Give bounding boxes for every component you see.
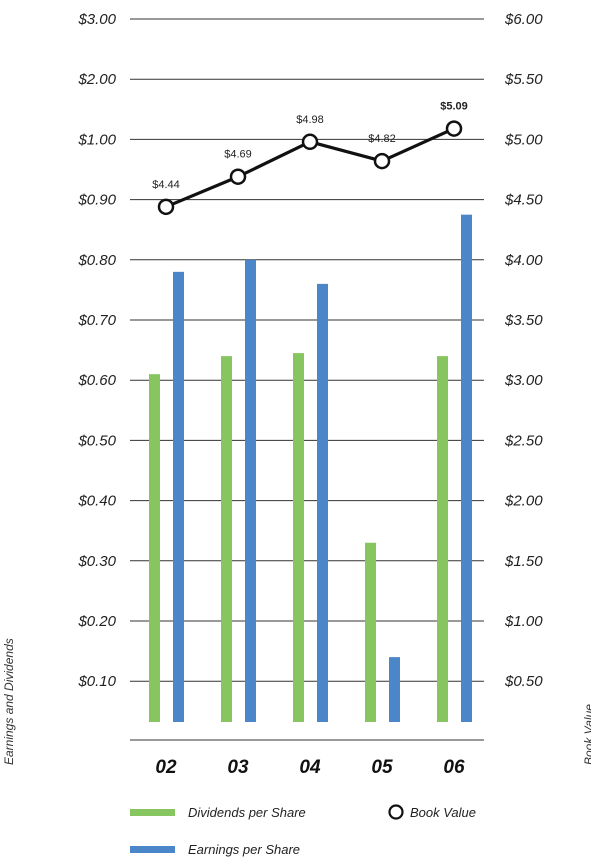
book-value-point: [373, 152, 391, 170]
earnings-bar: [317, 283, 328, 722]
left-tick-label: $0.50: [77, 432, 116, 449]
category-label: 03: [227, 757, 249, 778]
x-axis-categories: 02 03 04 05 06: [155, 757, 465, 778]
left-tick-label: $0.90: [77, 192, 116, 209]
right-tick-label: $4.00: [504, 252, 543, 269]
right-axis-label: Book Value: [582, 704, 591, 765]
category-label: 06: [443, 757, 465, 778]
left-tick-label: $0.40: [77, 493, 116, 510]
book-value-point: [229, 168, 247, 185]
category-label: 04: [299, 757, 321, 778]
book-value-point: [301, 133, 319, 151]
right-tick-label: $5.00: [504, 131, 543, 148]
dividend-bar: [293, 353, 304, 722]
legend-earnings-label: Earnings per Share: [188, 842, 300, 857]
left-tick-label: $1.00: [77, 131, 116, 148]
earnings-bar: [461, 214, 472, 722]
left-tick-label: $0.70: [77, 312, 116, 329]
left-tick-label: $3.00: [77, 11, 116, 28]
book-value-data-label: $4.69: [224, 149, 252, 161]
earnings-bar: [173, 271, 184, 722]
left-tick-label: $0.80: [77, 252, 116, 269]
right-tick-label: $4.50: [504, 192, 543, 209]
book-value-point: [445, 120, 463, 137]
category-label: 05: [371, 757, 393, 778]
gridlines: [130, 18, 484, 741]
right-tick-label: $6.00: [504, 11, 543, 28]
legend-earnings-swatch: [130, 846, 175, 853]
right-tick-label: $5.50: [504, 71, 543, 88]
book-value-data-label: $5.09: [440, 101, 468, 113]
bars: [149, 214, 472, 722]
left-axis-ticks: $3.00 $2.00 $1.00 $0.90 $0.80 $0.70 $0.60 $0.50…: [77, 11, 116, 690]
legend-dividends-label: Dividends per Share: [188, 805, 306, 820]
book-value-point: [157, 198, 175, 216]
earnings-bar: [389, 657, 400, 722]
left-tick-label: $2.00: [77, 71, 116, 88]
right-tick-label: $0.50: [504, 673, 543, 690]
category-label: 02: [155, 757, 177, 778]
book-value-data-label: $4.82: [368, 133, 396, 145]
legend-dividends-swatch: [130, 809, 175, 816]
earnings-bar: [245, 259, 256, 722]
left-tick-label: $0.30: [77, 553, 116, 570]
right-tick-label: $3.00: [504, 372, 543, 389]
book-value-line: $4.44 $4.69 $4.98 $4.82 $5.09: [152, 101, 468, 216]
left-tick-label: $0.10: [77, 673, 116, 690]
dividend-bar: [149, 374, 160, 722]
book-value-data-label: $4.44: [152, 179, 180, 191]
dividend-bar: [221, 356, 232, 722]
left-tick-label: $0.20: [77, 613, 116, 630]
dividend-bar: [365, 542, 376, 722]
right-tick-label: $2.50: [504, 432, 543, 449]
right-tick-label: $2.00: [504, 493, 543, 510]
legend-book-value-label: Book Value: [410, 805, 476, 820]
right-tick-label: $3.50: [504, 312, 543, 329]
right-axis-ticks: $6.00 $5.50 $5.00 $4.50 $4.00 $3.50 $3.00 $2.50…: [504, 11, 543, 690]
left-axis-label: Earnings and Dividends: [2, 638, 16, 765]
book-value-data-label: $4.98: [296, 114, 324, 126]
legend-book-value-marker: [388, 804, 404, 820]
left-tick-label: $0.60: [77, 372, 116, 389]
legend: Dividends per Share Book Value Earnings pe…: [130, 804, 476, 857]
right-tick-label: $1.50: [504, 553, 543, 570]
dividend-bar: [437, 356, 448, 722]
right-tick-label: $1.00: [504, 613, 543, 630]
